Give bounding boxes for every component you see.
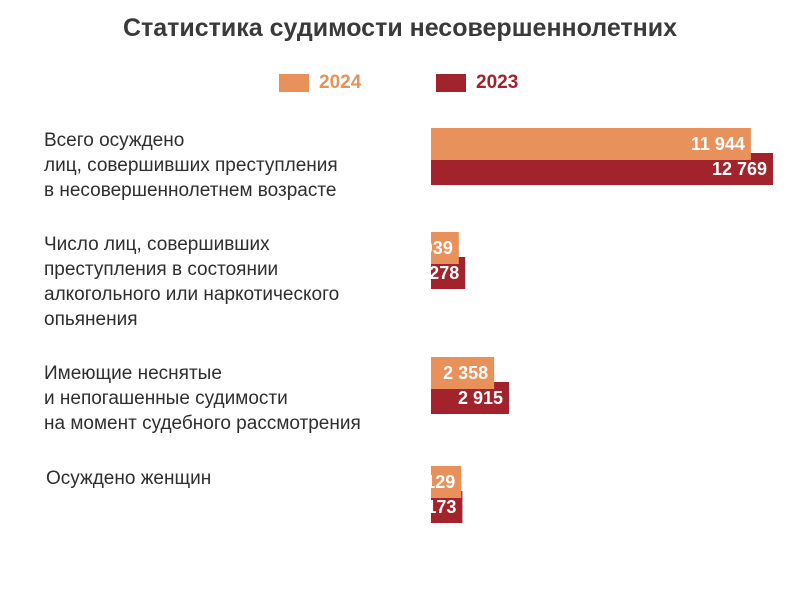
data-label-2024-total-convicted: 11 944 [691,134,745,154]
category-label-line: Имеющие неснятые [44,363,222,384]
bar-2024-total-convicted [431,128,751,160]
category-label-prior-convictions: Имеющие неснятые и непогашенные судимост… [44,361,429,436]
data-label-2023-prior-convictions: 2 915 [458,388,503,408]
data-label-2024-prior-convictions: 2 358 [443,363,488,383]
category-label-line: опьянения [44,309,138,330]
legend-item-2023: 2023 [436,68,518,98]
category-label-line: на момент судебного рассмотрения [44,413,361,434]
bar-2024-intoxicated [431,232,459,264]
legend-item-2024: 2024 [279,68,361,98]
data-label-2024-intoxicated: 1 039 [408,238,453,258]
data-label-2024-women-convicted: 1 129 [410,472,455,492]
legend-label-2024: 2024 [319,72,362,93]
data-label-2023-intoxicated: 1 278 [414,263,459,283]
legend-swatch-2024 [279,74,309,92]
category-label-line: Число лиц, совершивших [44,234,270,255]
legend: 2024 2023 [0,68,800,98]
data-label-2023-total-convicted: 12 769 [712,159,767,179]
category-label-line: преступления в состоянии [44,259,279,280]
chart-title: Статистика судимости несовершеннолетних [122,14,678,42]
category-label-line: в несовершеннолетнем возрасте [44,180,337,201]
legend-swatch-2023 [436,74,466,92]
data-label-2023-women-convicted: 1 173 [411,497,456,517]
category-label-intoxicated: Число лиц, совершивших преступления в со… [44,232,429,332]
category-label-line: лиц, совершивших преступления [44,155,338,176]
category-label-line: Осуждено женщин [46,468,212,489]
bar-2024-women-convicted [431,466,462,498]
category-label-line: алкогольного или наркотического [44,284,340,305]
bar-2024-prior-convictions [431,357,495,389]
category-label-women-convicted: Осуждено женщин [46,466,431,491]
category-label-line: Всего осуждено [44,130,185,151]
category-label-line: и непогашенные судимости [44,388,288,409]
category-label-total-convicted: Всего осуждено лиц, совершивших преступл… [44,128,429,203]
legend-label-2023: 2023 [476,72,519,93]
